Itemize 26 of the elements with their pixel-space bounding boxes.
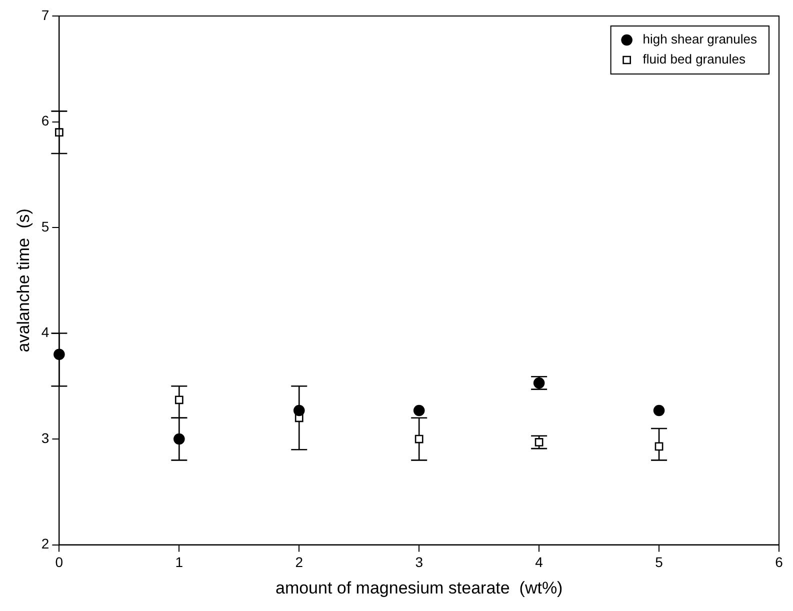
x-tick-label: 5: [655, 554, 664, 570]
y-tick-label: 5: [41, 218, 50, 234]
x-tick-label: 0: [55, 554, 64, 570]
legend-label: fluid bed granules: [642, 52, 746, 67]
point: [174, 433, 185, 445]
x-tick-label: 3: [415, 554, 424, 570]
y-tick-label: 4: [41, 324, 50, 340]
point: [293, 404, 305, 416]
point: [174, 396, 184, 404]
y-tick-label: 7: [41, 6, 50, 23]
y-tick-label: 2: [41, 536, 50, 552]
point: [55, 128, 64, 137]
x-axis-title: amount of magnesium stearate (wt%): [275, 578, 563, 598]
point: [414, 434, 424, 444]
legend-label: high shear granules: [642, 32, 758, 47]
x-tick-label: 1: [175, 554, 184, 570]
point: [413, 404, 425, 416]
y-axis-title: avalanche time (s): [14, 208, 33, 352]
x-tick-label: 6: [775, 554, 784, 570]
y-tick-label: 3: [41, 430, 50, 446]
point: [54, 348, 65, 360]
y-tick-label: 6: [41, 112, 50, 129]
point: [653, 404, 665, 416]
x-tick-label: 2: [295, 554, 304, 570]
point: [654, 442, 664, 451]
x-tick-label: 4: [535, 554, 544, 570]
